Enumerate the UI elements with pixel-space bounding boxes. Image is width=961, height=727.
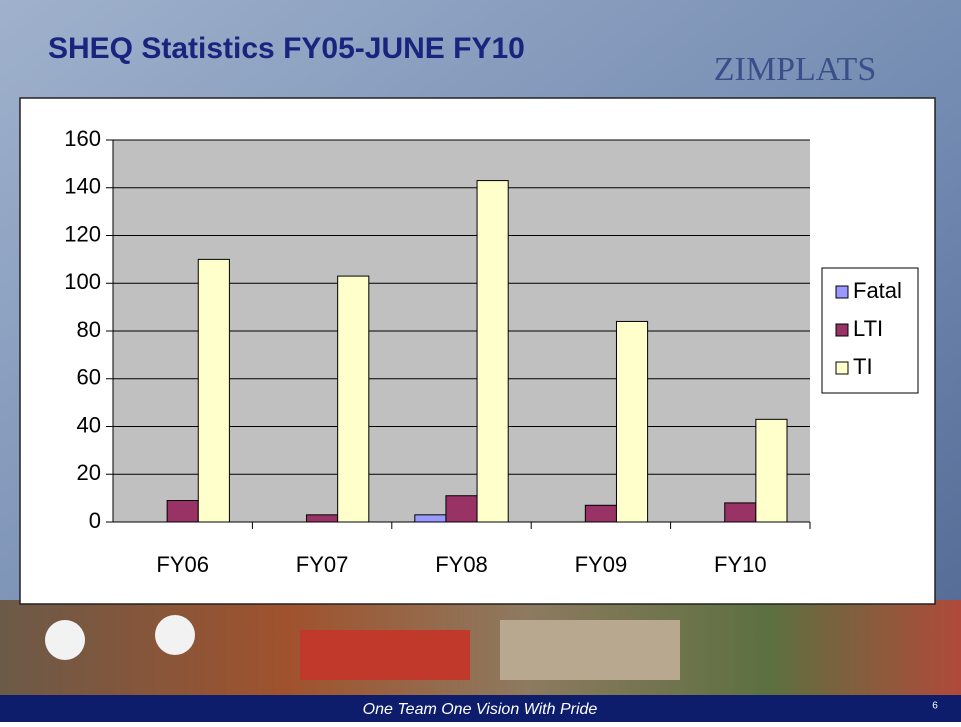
bar bbox=[585, 505, 616, 522]
x-tick-label: FY09 bbox=[575, 552, 628, 577]
chart: 0 20 40 60 80 100 120 140 160 FY06 FY07 FY08 FY09 FY1… bbox=[64, 126, 918, 577]
y-tick-label: 20 bbox=[77, 460, 101, 485]
y-tick-label: 160 bbox=[64, 126, 101, 151]
bar bbox=[446, 496, 477, 522]
y-tick-label: 140 bbox=[64, 174, 101, 199]
bar bbox=[307, 515, 338, 522]
page-number: 6 bbox=[932, 701, 938, 712]
logo: ZIMPLATS bbox=[714, 51, 876, 88]
legend-swatch bbox=[836, 324, 848, 336]
footer-text: One Team One Vision With Pride bbox=[363, 701, 598, 718]
x-tick-label: FY06 bbox=[156, 552, 209, 577]
y-tick-label: 60 bbox=[77, 365, 101, 390]
page: One Team One Vision With Pride 6 SHEQ St… bbox=[0, 0, 961, 722]
vehicle bbox=[300, 630, 470, 680]
slide: One Team One Vision With Pride 6 SHEQ St… bbox=[0, 0, 961, 722]
bar bbox=[756, 419, 787, 522]
slide-title: SHEQ Statistics FY05-JUNE FY10 bbox=[48, 32, 525, 65]
legend-swatch bbox=[836, 362, 848, 374]
y-tick-label: 0 bbox=[89, 508, 101, 533]
y-tick-label: 40 bbox=[77, 412, 101, 437]
y-tick-label: 100 bbox=[64, 269, 101, 294]
legend-swatch bbox=[836, 286, 848, 298]
x-tick-label: FY07 bbox=[296, 552, 349, 577]
bar bbox=[616, 321, 647, 522]
legend-label: TI bbox=[853, 354, 873, 379]
x-tick-label: FY10 bbox=[714, 552, 767, 577]
bar bbox=[198, 259, 229, 522]
legend-label: Fatal bbox=[853, 278, 902, 303]
bar bbox=[338, 276, 369, 522]
legend-label: LTI bbox=[853, 316, 883, 341]
helmet bbox=[45, 620, 85, 660]
y-tick-label: 80 bbox=[77, 317, 101, 342]
y-tick-label: 120 bbox=[64, 221, 101, 246]
truck bbox=[500, 620, 680, 680]
helmet bbox=[155, 615, 195, 655]
x-tick-label: FY08 bbox=[435, 552, 488, 577]
bar bbox=[167, 501, 198, 522]
bar bbox=[725, 503, 756, 522]
bar bbox=[415, 515, 446, 522]
photo-strip bbox=[0, 600, 961, 696]
bar bbox=[477, 181, 508, 522]
